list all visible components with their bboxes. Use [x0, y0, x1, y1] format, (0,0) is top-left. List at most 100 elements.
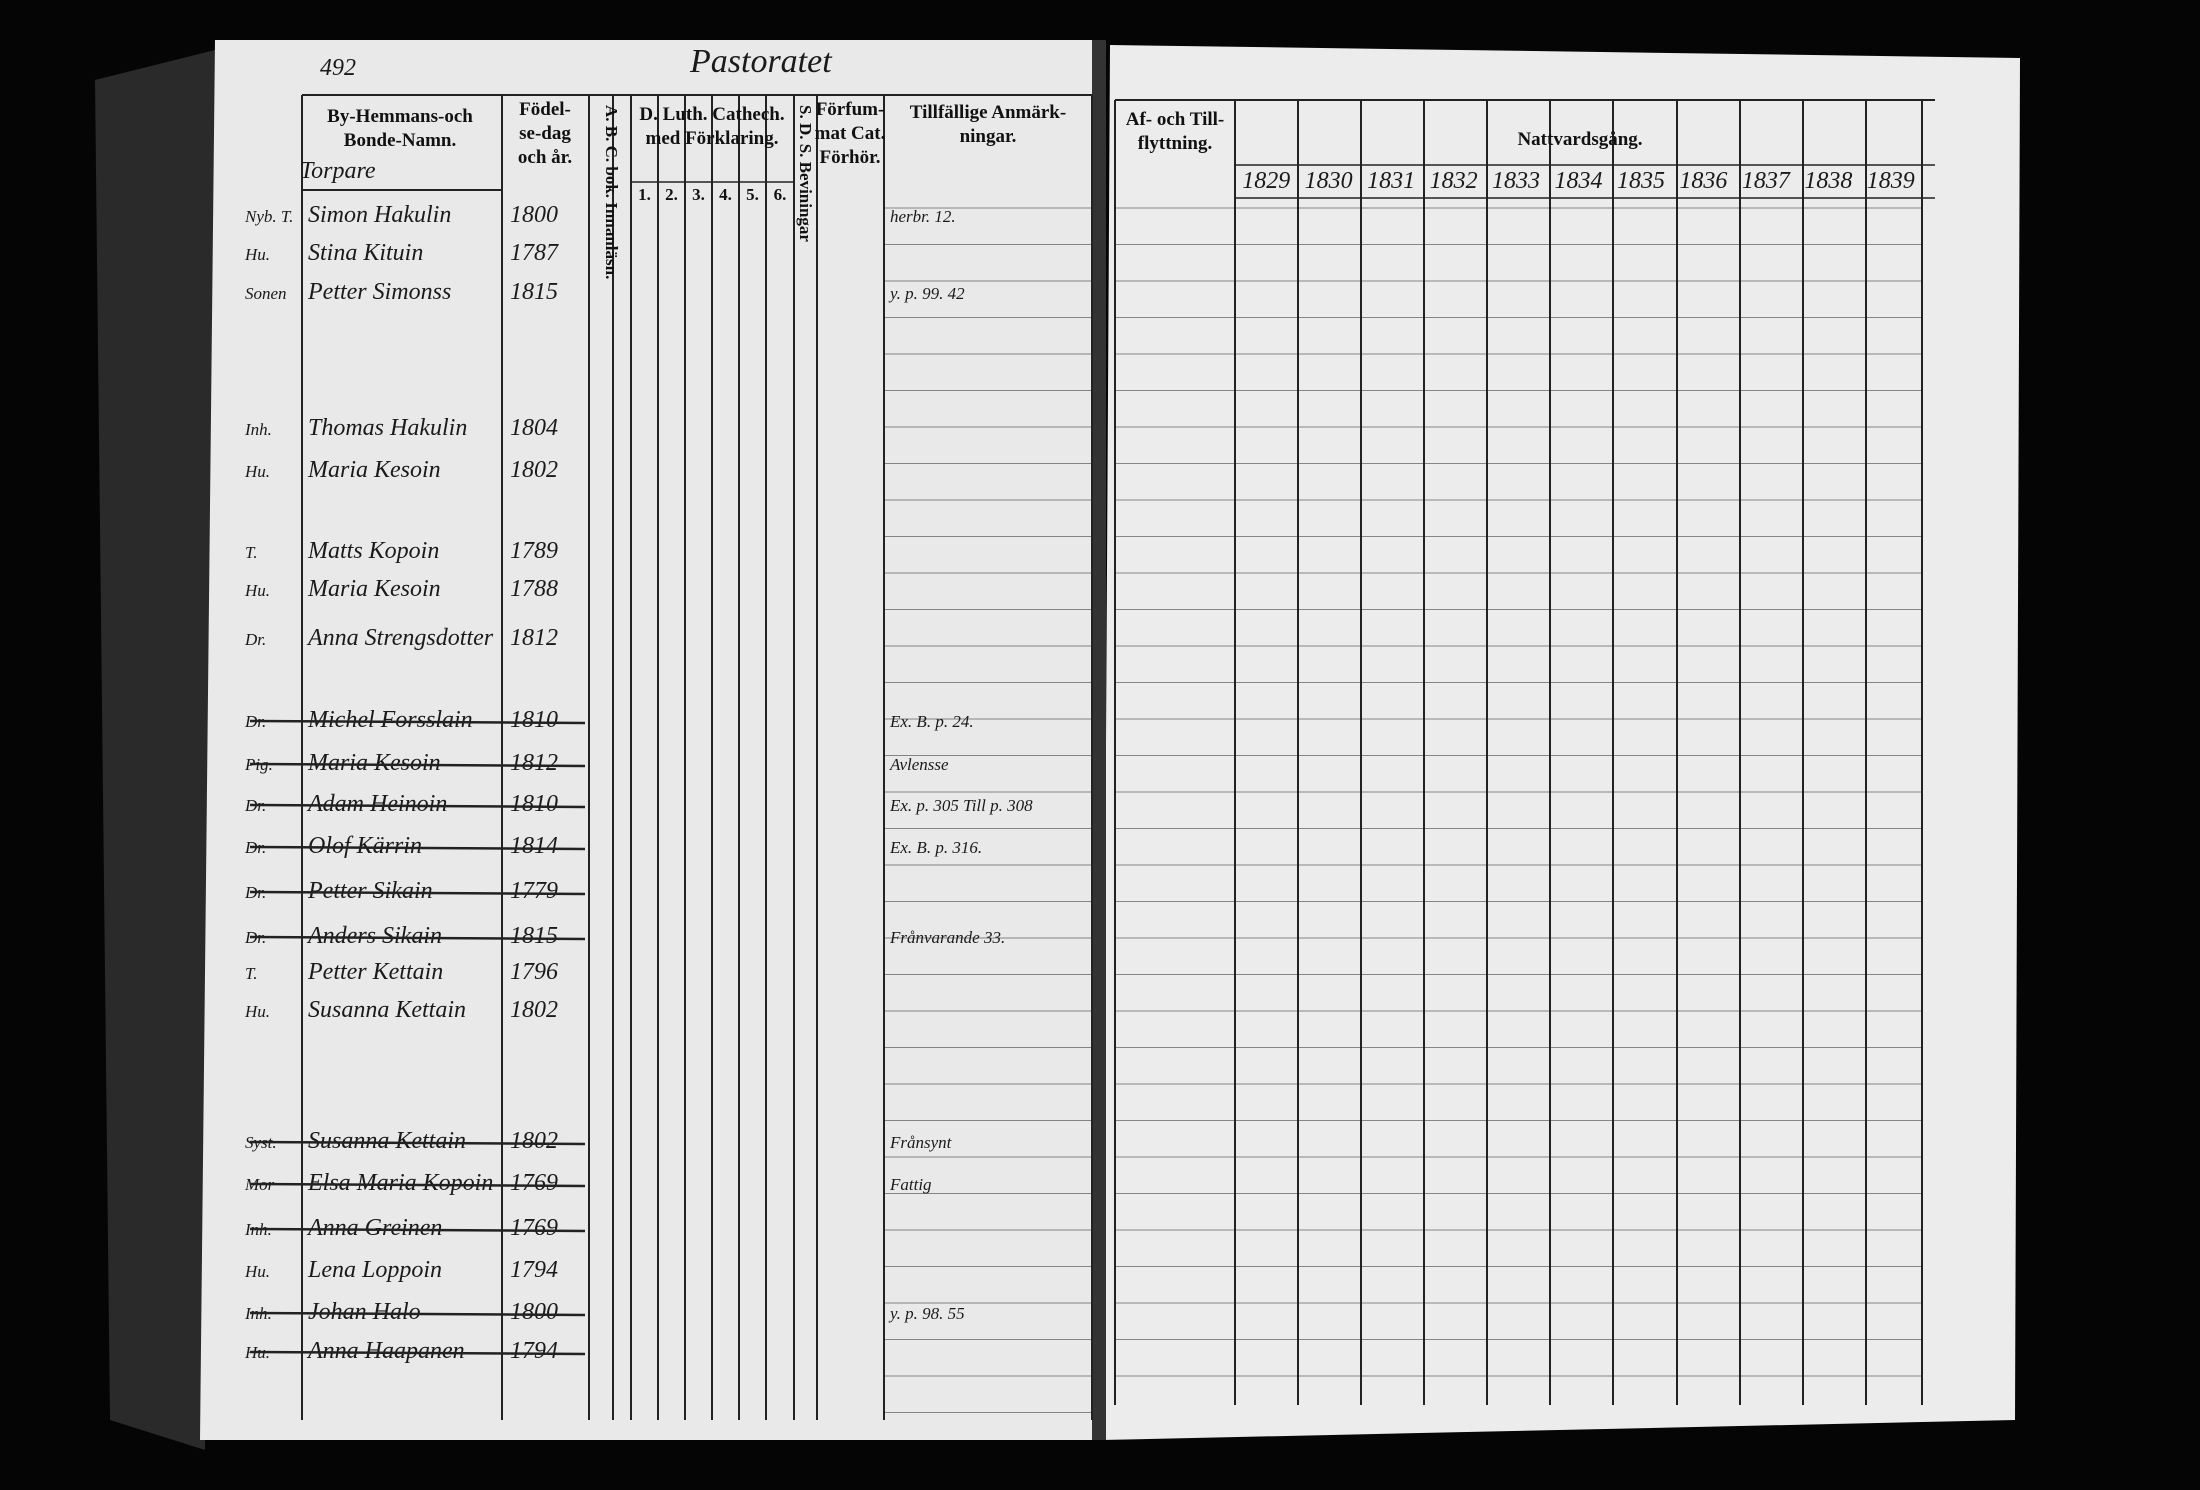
- column-number: 4.: [719, 185, 732, 204]
- birth-year: 1788: [510, 576, 558, 602]
- strike-through: [249, 1311, 586, 1317]
- column-header: Födel-: [519, 99, 571, 120]
- birth-year: 1800: [510, 1299, 558, 1325]
- birth-year: 1787: [510, 240, 559, 266]
- year-header: 1839: [1867, 168, 1915, 194]
- column-header: Bonde-Namn.: [344, 130, 456, 151]
- person-name: Simon Hakulin: [308, 202, 451, 228]
- column-number: 2.: [665, 185, 678, 204]
- person-name: Maria Kesoin: [307, 750, 441, 776]
- column-header: D. Luth. Cathech.: [639, 104, 784, 125]
- person-name: Anders Sikain: [306, 923, 442, 949]
- right-header: Af- och Till- flyttning. Nattvardsgång.: [1126, 109, 1643, 154]
- strike-through: [249, 935, 586, 941]
- row-prefix: T.: [245, 543, 257, 562]
- left-page: [200, 40, 1095, 1440]
- remark: Ex. B. p. 24.: [889, 712, 974, 731]
- page-number: 492: [320, 55, 356, 81]
- row-prefix: Sonen: [245, 284, 287, 303]
- row-prefix: Hu.: [244, 1262, 270, 1281]
- strike-through: [249, 845, 586, 851]
- year-header: 1833: [1492, 168, 1540, 194]
- remark: Ex. p. 305 Till p. 308: [889, 796, 1033, 815]
- person-name: Anna Strengsdotter: [306, 625, 494, 651]
- birth-year: 1789: [510, 538, 558, 564]
- year-header: 1831: [1367, 168, 1415, 194]
- birth-year: 1815: [510, 279, 558, 305]
- strike-through: [249, 890, 586, 896]
- strike-through: [249, 803, 586, 809]
- remark: y. p. 98. 55: [888, 1304, 965, 1323]
- column-header: By-Hemmans-och: [327, 106, 473, 127]
- birth-year: 1794: [510, 1257, 558, 1283]
- year-header: 1830: [1305, 168, 1353, 194]
- row-prefix: Nyb. T.: [244, 207, 293, 226]
- remark: Frånvarande 33.: [889, 928, 1005, 947]
- column-header: A. B. C. bok. Innanläsn.: [602, 105, 621, 279]
- person-name: Susanna Kettain: [308, 997, 466, 1023]
- birth-year: 1802: [510, 457, 558, 483]
- person-name: Adam Heinoin: [306, 791, 447, 817]
- strike-through: [249, 762, 586, 768]
- year-header: 1832: [1430, 168, 1478, 194]
- strike-through: [249, 1182, 586, 1188]
- strike-through: [249, 1350, 586, 1356]
- column-header: Förfum-: [816, 99, 885, 120]
- person-name: Johan Halo: [308, 1299, 421, 1325]
- birth-year: 1810: [510, 707, 558, 733]
- person-name: Maria Kesoin: [307, 457, 441, 483]
- birth-year: 1769: [510, 1170, 558, 1196]
- book-edge: [95, 50, 215, 1450]
- column-header: mat Cat.: [815, 123, 886, 144]
- row-prefix: Hu.: [244, 462, 270, 481]
- strike-through: [249, 1140, 586, 1146]
- birth-year: 1802: [510, 1128, 558, 1154]
- person-name: Elsa Maria Kopoin: [307, 1170, 493, 1196]
- column-number: 1.: [638, 185, 651, 204]
- column-header: med Förklaring.: [646, 128, 779, 149]
- birth-year: 1802: [510, 997, 558, 1023]
- row-prefix: Hu.: [244, 1002, 270, 1021]
- year-header: 1829: [1242, 168, 1290, 194]
- remark: herbr. 12.: [890, 207, 956, 226]
- person-name: Petter Simonss: [307, 279, 451, 305]
- birth-year: 1815: [510, 923, 558, 949]
- birth-year: 1814: [510, 833, 558, 859]
- year-header: 1834: [1555, 168, 1603, 194]
- birth-year: 1810: [510, 791, 558, 817]
- row-prefix: Dr.: [244, 630, 266, 649]
- year-header: 1836: [1679, 168, 1727, 194]
- birth-year: 1769: [510, 1215, 558, 1241]
- year-header: 1835: [1617, 168, 1665, 194]
- person-name: Michel Forsslain: [307, 707, 473, 733]
- column-number: 5.: [746, 185, 759, 204]
- person-name: Maria Kesoin: [307, 576, 441, 602]
- person-name: Anna Greinen: [306, 1215, 442, 1241]
- column-number: 6.: [774, 185, 787, 204]
- strike-through: [249, 1227, 586, 1233]
- person-name: Lena Loppoin: [307, 1257, 442, 1283]
- birth-year: 1779: [510, 878, 558, 904]
- remark: y. p. 99. 42: [888, 284, 965, 303]
- year-header: 1838: [1804, 168, 1852, 194]
- birth-year: 1812: [510, 750, 558, 776]
- column-header: S. D. S. Beviningar: [796, 105, 815, 242]
- strike-through: [249, 719, 586, 725]
- remark: Ex. B. p. 316.: [889, 838, 982, 857]
- remark: Fattig: [889, 1175, 932, 1194]
- column-header: se-dag: [519, 123, 571, 144]
- person-name: Susanna Kettain: [308, 1128, 466, 1154]
- person-name: Anna Haapanen: [306, 1338, 465, 1364]
- column-header: Af- och Till-: [1126, 109, 1225, 130]
- person-name: Thomas Hakulin: [308, 415, 467, 441]
- column-header: Tillfällige Anmärk-: [910, 102, 1066, 123]
- year-header: 1837: [1742, 168, 1791, 194]
- person-name: Stina Kituin: [308, 240, 423, 266]
- birth-year: 1796: [510, 959, 558, 985]
- person-name: Matts Kopoin: [307, 538, 439, 564]
- column-header: ningar.: [960, 126, 1017, 147]
- person-name: Olof Kärrin: [308, 833, 422, 859]
- right-page: [1102, 45, 2020, 1440]
- entries: 1. 2. 3. 4. 5. 6. 1829 1830 1831 1832 1833 1834 1835…: [244, 168, 1915, 1364]
